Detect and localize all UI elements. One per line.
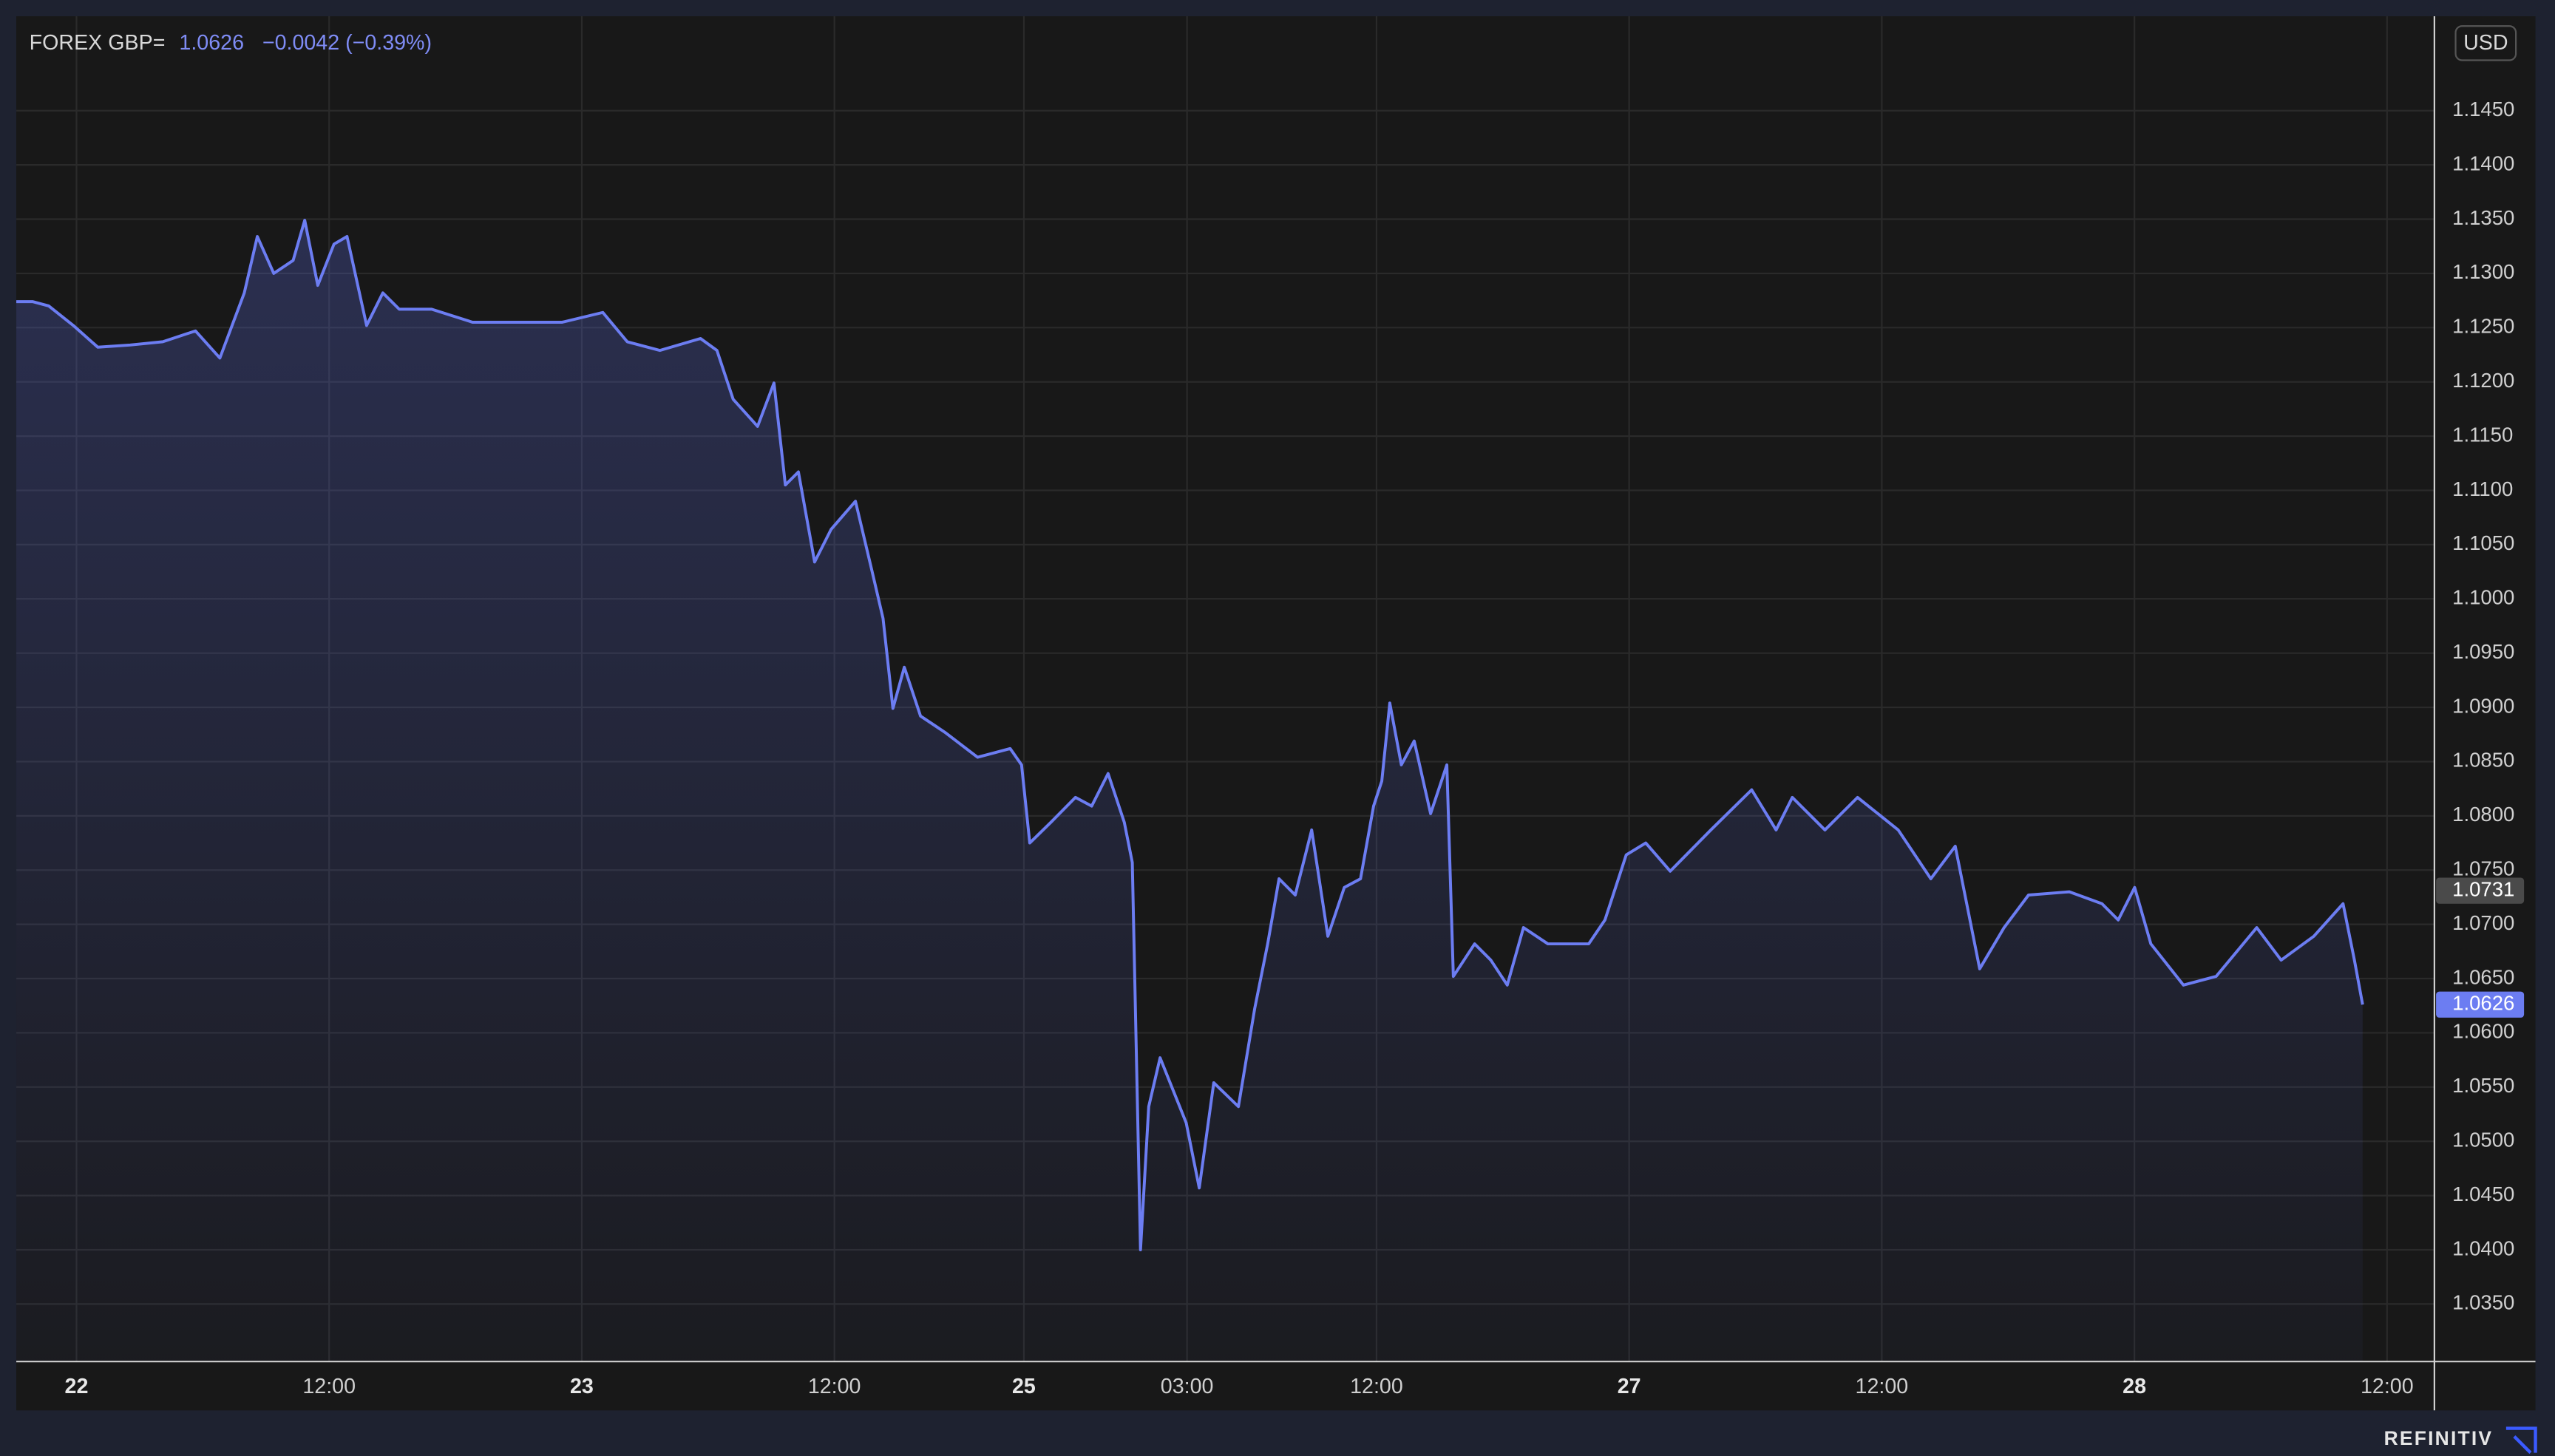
y-tick-label: 1.0800 [2452, 803, 2514, 826]
y-tick-label: 1.1150 [2452, 423, 2513, 446]
y-tick-label: 1.0850 [2452, 749, 2514, 772]
instrument: FOREX GBP= [30, 31, 166, 55]
price-tag [2436, 877, 2525, 904]
last-price: 1.0626 [179, 31, 244, 55]
y-tick-label: 1.0700 [2452, 911, 2514, 934]
brand-logo [2505, 1426, 2537, 1455]
axes: 1.0350 1.0400 1.0450 1.0500 1.0550 1.0600 1.06… [65, 98, 2525, 1398]
y-tick-label: 1.1250 [2452, 315, 2514, 338]
y-tick-label: 1.0500 [2452, 1128, 2514, 1151]
y-tick-label: 1.0350 [2452, 1291, 2514, 1314]
x-tick-label: 28 [2123, 1375, 2146, 1398]
price-tag [2436, 991, 2525, 1018]
x-tick-label: 12:00 [1350, 1375, 1403, 1398]
area [16, 220, 2363, 1362]
y-tick-label: 1.1300 [2452, 260, 2514, 283]
y-tick-label: 1.0950 [2452, 640, 2514, 663]
currency: USD [2463, 31, 2508, 55]
x-tick-label: 12:00 [808, 1375, 861, 1398]
brand: REFINITIV [2384, 1427, 2494, 1449]
y-tick-label: 1.0550 [2452, 1074, 2514, 1097]
price-change: −0.0042 (−0.39%) [262, 31, 432, 55]
price-line [16, 219, 2364, 1251]
y-tick-label: 1.1050 [2452, 531, 2514, 554]
x-tick-label: 22 [65, 1375, 89, 1398]
y-tick-label: 1.1100 [2452, 477, 2513, 500]
y-tick-label: 1.1450 [2452, 98, 2514, 120]
y-tick-label: 1.0600 [2452, 1020, 2514, 1043]
x-tick-label: 23 [570, 1375, 594, 1398]
y-tick-label: 1.0900 [2452, 694, 2514, 717]
x-tick-label: 25 [1012, 1375, 1036, 1398]
plot [16, 219, 2364, 1362]
y-tick-label: 1.0750 [2452, 857, 2514, 880]
price-tag-label: 1.0626 [2452, 992, 2514, 1015]
y-tick-label: 1.0450 [2452, 1183, 2514, 1205]
y-tick-label: 1.1350 [2452, 206, 2514, 229]
price-tag-label: 1.0731 [2452, 877, 2514, 900]
y-tick-label: 1.1200 [2452, 369, 2514, 392]
x-tick-label: 27 [1618, 1375, 1641, 1398]
x-tick-label: 12:00 [2361, 1375, 2414, 1398]
y-tick-label: 1.0650 [2452, 965, 2514, 988]
x-tick-label: 12:00 [302, 1375, 356, 1398]
y-tick-label: 1.1400 [2452, 152, 2514, 174]
currency-box [2454, 25, 2517, 61]
x-tick-label: 03:00 [1161, 1375, 1214, 1398]
y-tick-label: 1.1000 [2452, 586, 2514, 609]
y-tick-label: 1.0400 [2452, 1236, 2514, 1259]
x-tick-label: 12:00 [1856, 1375, 1909, 1398]
